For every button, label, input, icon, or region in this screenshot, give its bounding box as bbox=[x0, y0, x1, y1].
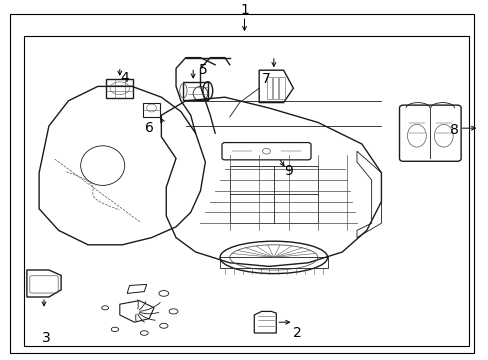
Bar bbox=[279, 77, 284, 99]
Text: 8: 8 bbox=[449, 123, 458, 136]
Bar bbox=[183, 82, 207, 100]
Bar bbox=[24, 36, 468, 346]
Text: 7: 7 bbox=[262, 72, 270, 86]
Bar bbox=[106, 79, 133, 98]
Bar bbox=[272, 77, 278, 99]
Text: 2: 2 bbox=[293, 326, 302, 340]
Text: 5: 5 bbox=[198, 63, 207, 77]
Text: 1: 1 bbox=[240, 3, 248, 17]
Bar bbox=[142, 103, 160, 117]
Bar bbox=[266, 77, 271, 99]
Text: 3: 3 bbox=[42, 331, 51, 345]
Text: 4: 4 bbox=[120, 71, 129, 85]
Text: 6: 6 bbox=[144, 121, 153, 135]
Text: 9: 9 bbox=[284, 164, 292, 178]
